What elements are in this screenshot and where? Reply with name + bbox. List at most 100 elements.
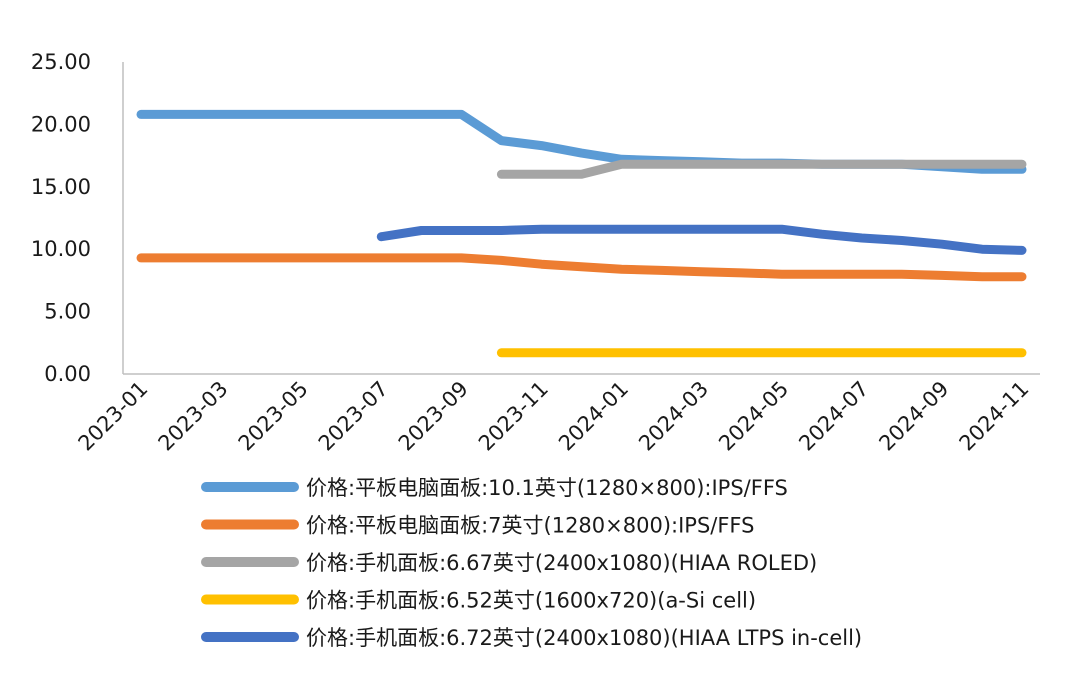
series-line-5 <box>376 224 1027 255</box>
data-point <box>617 265 626 274</box>
legend-label: 价格:手机面板:6.52英寸(1600x720)(a-Si cell) <box>306 589 756 613</box>
x-tick-label: 2024-01 <box>554 377 633 456</box>
data-point <box>1018 246 1027 255</box>
data-point <box>297 110 306 119</box>
legend-item: 价格:平板电脑面板:7英寸(1280×800):IPS/FFS <box>201 514 754 538</box>
data-point <box>257 110 266 119</box>
data-point <box>978 348 987 357</box>
legend-label: 价格:手机面板:6.67英寸(2400x1080)(HIAA ROLED) <box>306 551 817 575</box>
data-point <box>777 348 786 357</box>
data-point <box>537 260 546 269</box>
data-point <box>617 348 626 357</box>
data-point <box>457 253 466 262</box>
legend-label: 价格:平板电脑面板:7英寸(1280×800):IPS/FFS <box>306 514 754 538</box>
data-point <box>737 160 746 169</box>
series-line-3 <box>496 159 1027 179</box>
data-point <box>457 110 466 119</box>
data-point <box>257 253 266 262</box>
data-point <box>697 267 706 276</box>
data-point <box>617 160 626 169</box>
data-point <box>177 110 186 119</box>
x-tick-label: 2023-11 <box>474 377 553 456</box>
data-point <box>1018 160 1027 169</box>
data-point <box>657 348 666 357</box>
legend-label: 价格:平板电脑面板:10.1英寸(1280×800):IPS/FFS <box>306 476 788 500</box>
data-point <box>737 268 746 277</box>
data-point <box>137 110 146 119</box>
series-lines <box>136 109 1027 358</box>
data-point <box>737 348 746 357</box>
x-tick-label: 2024-11 <box>955 377 1034 456</box>
data-point <box>497 170 506 179</box>
data-point <box>978 160 987 169</box>
data-point <box>777 270 786 279</box>
y-tick-label: 10.00 <box>31 237 91 261</box>
y-tick-label: 25.00 <box>31 50 91 74</box>
data-point <box>937 271 946 280</box>
data-point <box>577 348 586 357</box>
data-point <box>978 272 987 281</box>
data-point <box>857 348 866 357</box>
data-point <box>937 160 946 169</box>
data-point <box>657 225 666 234</box>
data-point <box>417 226 426 235</box>
x-tick-label: 2023-09 <box>394 377 473 456</box>
data-point <box>697 225 706 234</box>
data-point <box>577 170 586 179</box>
data-point <box>497 226 506 235</box>
y-tick-label: 20.00 <box>31 112 91 136</box>
data-point <box>497 256 506 265</box>
data-point <box>537 170 546 179</box>
data-point <box>937 240 946 249</box>
data-point <box>1018 272 1027 281</box>
data-point <box>217 253 226 262</box>
data-point <box>897 236 906 245</box>
data-point <box>377 232 386 241</box>
data-point <box>417 110 426 119</box>
data-point <box>857 234 866 243</box>
data-point <box>497 136 506 145</box>
data-point <box>817 348 826 357</box>
data-point <box>737 225 746 234</box>
data-point <box>777 225 786 234</box>
data-point <box>537 348 546 357</box>
data-point <box>897 160 906 169</box>
data-point <box>537 225 546 234</box>
x-tick-label: 2023-01 <box>74 377 153 456</box>
data-point <box>377 253 386 262</box>
y-axis: 0.00 5.00 10.00 15.00 20.00 25.00 <box>31 50 124 386</box>
data-point <box>417 253 426 262</box>
x-tick-label: 2024-07 <box>794 377 873 456</box>
y-tick-label: 15.00 <box>31 175 91 199</box>
x-tick-label: 2023-05 <box>234 377 313 456</box>
legend-item: 价格:手机面板:6.67英寸(2400x1080)(HIAA ROLED) <box>201 551 817 575</box>
data-point <box>217 110 226 119</box>
data-point <box>337 110 346 119</box>
x-tick-label: 2023-03 <box>154 377 233 456</box>
series-line-2 <box>136 253 1027 282</box>
data-point <box>897 270 906 279</box>
x-tick-label: 2023-07 <box>314 377 393 456</box>
legend-item: 价格:手机面板:6.52英寸(1600x720)(a-Si cell) <box>201 589 756 613</box>
legend-item: 价格:平板电脑面板:10.1英寸(1280×800):IPS/FFS <box>201 476 788 500</box>
data-point <box>857 270 866 279</box>
data-point <box>777 160 786 169</box>
data-point <box>897 348 906 357</box>
data-point <box>978 245 987 254</box>
data-point <box>577 262 586 271</box>
data-point <box>697 160 706 169</box>
data-point <box>177 253 186 262</box>
legend: 价格:平板电脑面板:10.1英寸(1280×800):IPS/FFS 价格:平板电… <box>201 476 862 650</box>
data-point <box>857 160 866 169</box>
data-point <box>657 160 666 169</box>
y-tick-label: 0.00 <box>44 362 91 386</box>
data-point <box>937 348 946 357</box>
data-point <box>457 226 466 235</box>
data-point <box>817 230 826 239</box>
data-point <box>817 160 826 169</box>
x-tick-label: 2024-05 <box>714 377 793 456</box>
x-tick-label: 2024-03 <box>634 377 713 456</box>
x-axis: 2023-01 2023-03 2023-05 2023-07 2023-09 2023-… <box>74 373 1040 456</box>
